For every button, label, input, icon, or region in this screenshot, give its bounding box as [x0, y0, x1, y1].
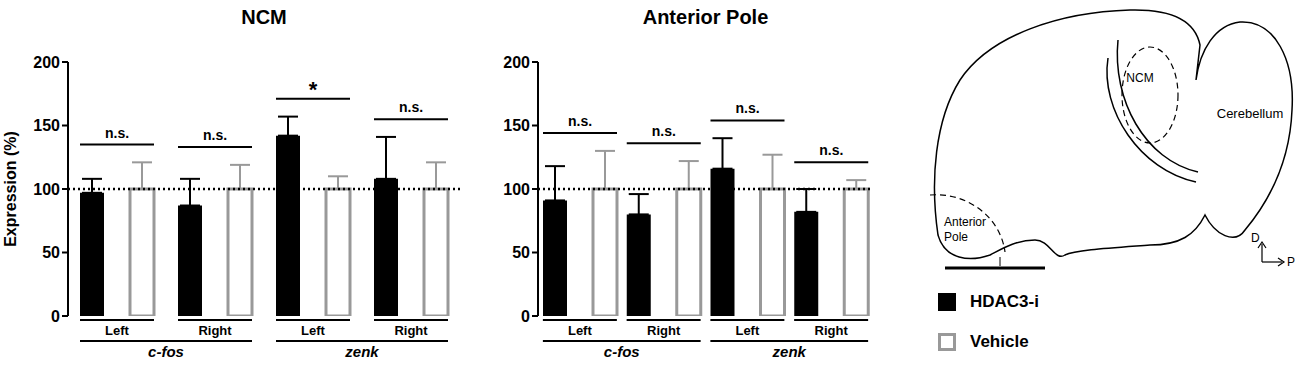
svg-text:Cerebellum: Cerebellum: [1217, 106, 1283, 121]
html-text:Vehicle: Vehicle: [970, 332, 1029, 351]
svg-text:200: 200: [503, 54, 530, 71]
svg-text:100: 100: [33, 181, 60, 198]
svg-text:D: D: [1251, 231, 1260, 245]
svg-text:zenk: zenk: [772, 343, 807, 360]
svg-text:Left: Left: [568, 323, 593, 338]
svg-text:50: 50: [512, 244, 530, 261]
svg-text:n.s.: n.s.: [819, 142, 843, 158]
html-text:NCM: NCM: [241, 6, 287, 28]
svg-text:*: *: [309, 77, 318, 102]
svg-text:Right: Right: [198, 323, 232, 338]
svg-text:150: 150: [503, 117, 530, 134]
svg-text:NCM: NCM: [1126, 71, 1153, 85]
svg-text:zenk: zenk: [344, 343, 379, 360]
html-text:HDAC3-i: HDAC3-i: [970, 292, 1039, 311]
svg-text:AnteriorPole: AnteriorPole: [944, 215, 986, 244]
svg-text:n.s.: n.s.: [735, 100, 759, 116]
svg-text:n.s.: n.s.: [399, 99, 423, 115]
svg-text:50: 50: [42, 244, 60, 261]
svg-text:Left: Left: [301, 323, 326, 338]
svg-text:n.s.: n.s.: [652, 123, 676, 139]
svg-text:200: 200: [33, 54, 60, 71]
svg-text:100: 100: [503, 181, 530, 198]
svg-text:Left: Left: [735, 323, 760, 338]
svg-text:n.s.: n.s.: [568, 113, 592, 129]
svg-text:Left: Left: [105, 323, 130, 338]
svg-text:Right: Right: [394, 323, 428, 338]
svg-text:c-fos: c-fos: [604, 343, 640, 360]
svg-text:0: 0: [51, 308, 60, 325]
svg-text:Right: Right: [815, 323, 849, 338]
svg-text:150: 150: [33, 117, 60, 134]
svg-text:Right: Right: [647, 323, 681, 338]
svg-text:Expression (%): Expression (%): [2, 131, 19, 247]
svg-text:n.s.: n.s.: [203, 127, 227, 143]
svg-text:P: P: [1287, 255, 1295, 269]
html-text:Anterior Pole: Anterior Pole: [642, 6, 769, 28]
svg-text:c-fos: c-fos: [148, 343, 184, 360]
svg-text:0: 0: [521, 308, 530, 325]
svg-text:n.s.: n.s.: [105, 125, 129, 141]
